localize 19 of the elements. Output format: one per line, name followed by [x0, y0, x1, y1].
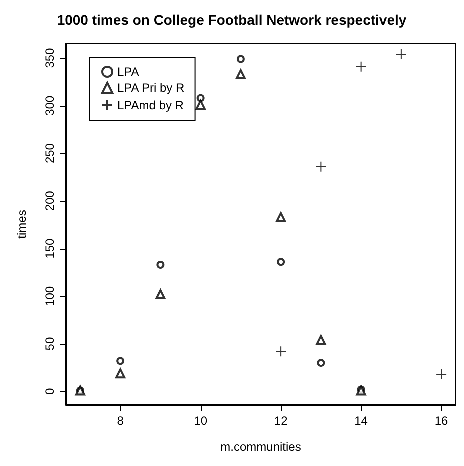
- x-axis-title: m.communities: [220, 440, 302, 454]
- legend-label: LPAmd by R: [118, 98, 184, 112]
- x-tick-label: 12: [274, 414, 288, 428]
- y-tick-label: 150: [43, 238, 57, 259]
- y-tick-label: 100: [43, 286, 57, 306]
- legend-label: LPA: [118, 65, 140, 79]
- x-tick-label: 8: [117, 414, 124, 428]
- chart-title: 1000 times on College Football Network respectively: [57, 12, 407, 28]
- y-tick-label: 300: [43, 96, 57, 116]
- y-tick-label: 0: [43, 388, 57, 396]
- y-tick-label: 50: [43, 337, 57, 351]
- y-tick-label: 250: [43, 143, 57, 164]
- y-tick-label: 350: [43, 48, 57, 68]
- x-tick-label: 16: [434, 414, 449, 428]
- x-tick-label: 14: [354, 414, 368, 428]
- legend-label: LPA Pri by R: [118, 81, 185, 95]
- x-tick-label: 10: [194, 414, 208, 428]
- y-axis-title: times: [15, 210, 29, 239]
- y-tick-label: 200: [43, 190, 57, 212]
